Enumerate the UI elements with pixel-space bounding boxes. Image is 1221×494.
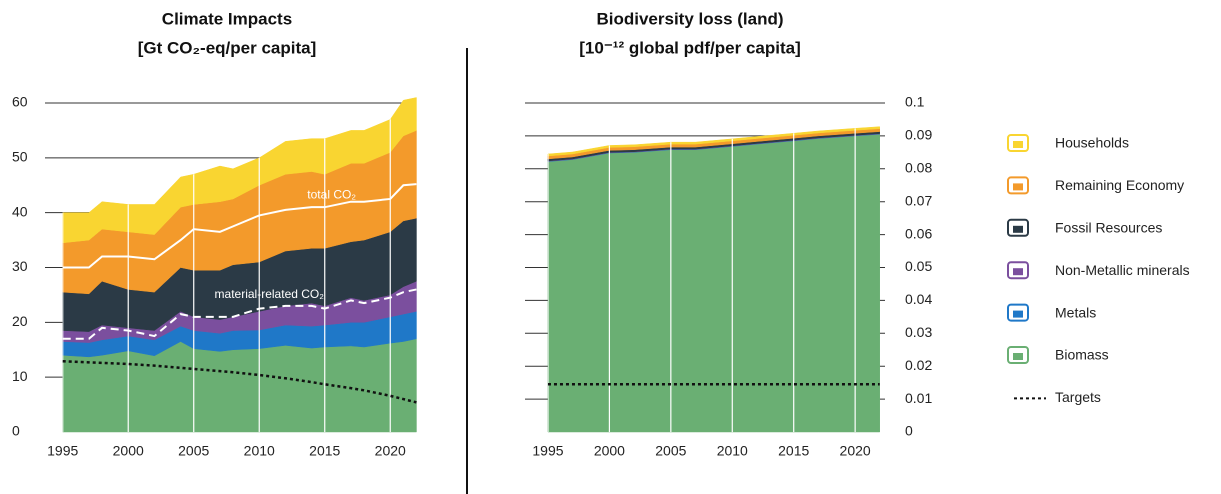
x-tick-label: 2005 (655, 443, 686, 459)
area (62, 97, 417, 244)
legend-label: Biomass (1055, 347, 1109, 363)
legend-icon (1007, 176, 1029, 195)
y-tick-label: 30 (12, 258, 28, 274)
line (62, 183, 417, 269)
x-tick-label: 2010 (244, 443, 275, 459)
legend-swatch-fill (1013, 183, 1023, 191)
area (547, 133, 880, 433)
legend-label: Non-Metallic minerals (1055, 262, 1190, 278)
y-tick-label: 0 (12, 423, 20, 439)
chart-title: Climate Impacts (162, 9, 292, 28)
y-tick-label: 0.1 (905, 94, 925, 110)
legend-label: Metals (1055, 304, 1096, 320)
legend-swatch-fill (1013, 310, 1023, 318)
y-tick-label: 0.04 (905, 291, 932, 307)
x-tick-label: 2015 (309, 443, 340, 459)
y-tick-label: 50 (12, 149, 28, 165)
chart-subtitle: [10⁻¹² global pdf/per capita] (579, 38, 801, 57)
chart-title: Biodiversity loss (land) (596, 9, 783, 28)
legend-swatch (1007, 303, 1029, 322)
y-tick-label: 40 (12, 203, 28, 219)
y-tick-label: 0.06 (905, 225, 932, 241)
y-tick-label: 10 (12, 368, 28, 384)
y-tick-label: 60 (12, 94, 28, 110)
legend-label: Fossil Resources (1055, 220, 1162, 236)
x-tick-label: 1995 (47, 443, 78, 459)
y-tick-label: 0.01 (905, 390, 932, 406)
x-tick-label: 2015 (778, 443, 809, 459)
legend-label: Targets (1055, 389, 1101, 405)
legend-swatch-fill (1013, 225, 1023, 233)
line-label: total CO₂ (307, 187, 356, 201)
x-tick-label: 2000 (113, 443, 144, 459)
y-tick-label: 0.07 (905, 192, 932, 208)
legend-swatch (1007, 176, 1029, 195)
legend-swatch-fill (1013, 353, 1023, 360)
legend-icon (1007, 303, 1029, 322)
legend-icon (1007, 261, 1029, 280)
y-tick-label: 0.03 (905, 324, 932, 340)
y-tick-label: 0.02 (905, 357, 932, 373)
x-tick-label: 2020 (375, 443, 406, 459)
x-tick-label: 2010 (717, 443, 748, 459)
chart-subtitle: [Gt CO₂-eq/per capita] (138, 38, 317, 57)
line-label: material-related CO₂ (215, 287, 325, 301)
x-tick-label: 2000 (594, 443, 625, 459)
legend-icon (1007, 134, 1029, 152)
legend-swatch-fill (1013, 141, 1023, 148)
legend-swatch-fill (1013, 268, 1023, 276)
x-tick-label: 2020 (840, 443, 871, 459)
line (62, 360, 417, 404)
legend-icon (1007, 346, 1029, 364)
legend-label: Households (1055, 135, 1129, 151)
legend-swatch (1007, 261, 1029, 280)
legend-swatch (1007, 134, 1029, 152)
line (62, 288, 417, 340)
legend-swatch (1007, 346, 1029, 364)
legend-label: Remaining Economy (1055, 177, 1184, 193)
legend-icon (1007, 218, 1029, 237)
y-tick-label: 0.09 (905, 127, 932, 143)
y-tick-label: 0.08 (905, 160, 932, 176)
x-tick-label: 1995 (532, 443, 563, 459)
x-tick-label: 2005 (178, 443, 209, 459)
legend-swatch (1007, 218, 1029, 237)
y-tick-label: 0 (905, 423, 913, 439)
y-tick-label: 0.05 (905, 258, 932, 274)
y-tick-label: 20 (12, 313, 28, 329)
